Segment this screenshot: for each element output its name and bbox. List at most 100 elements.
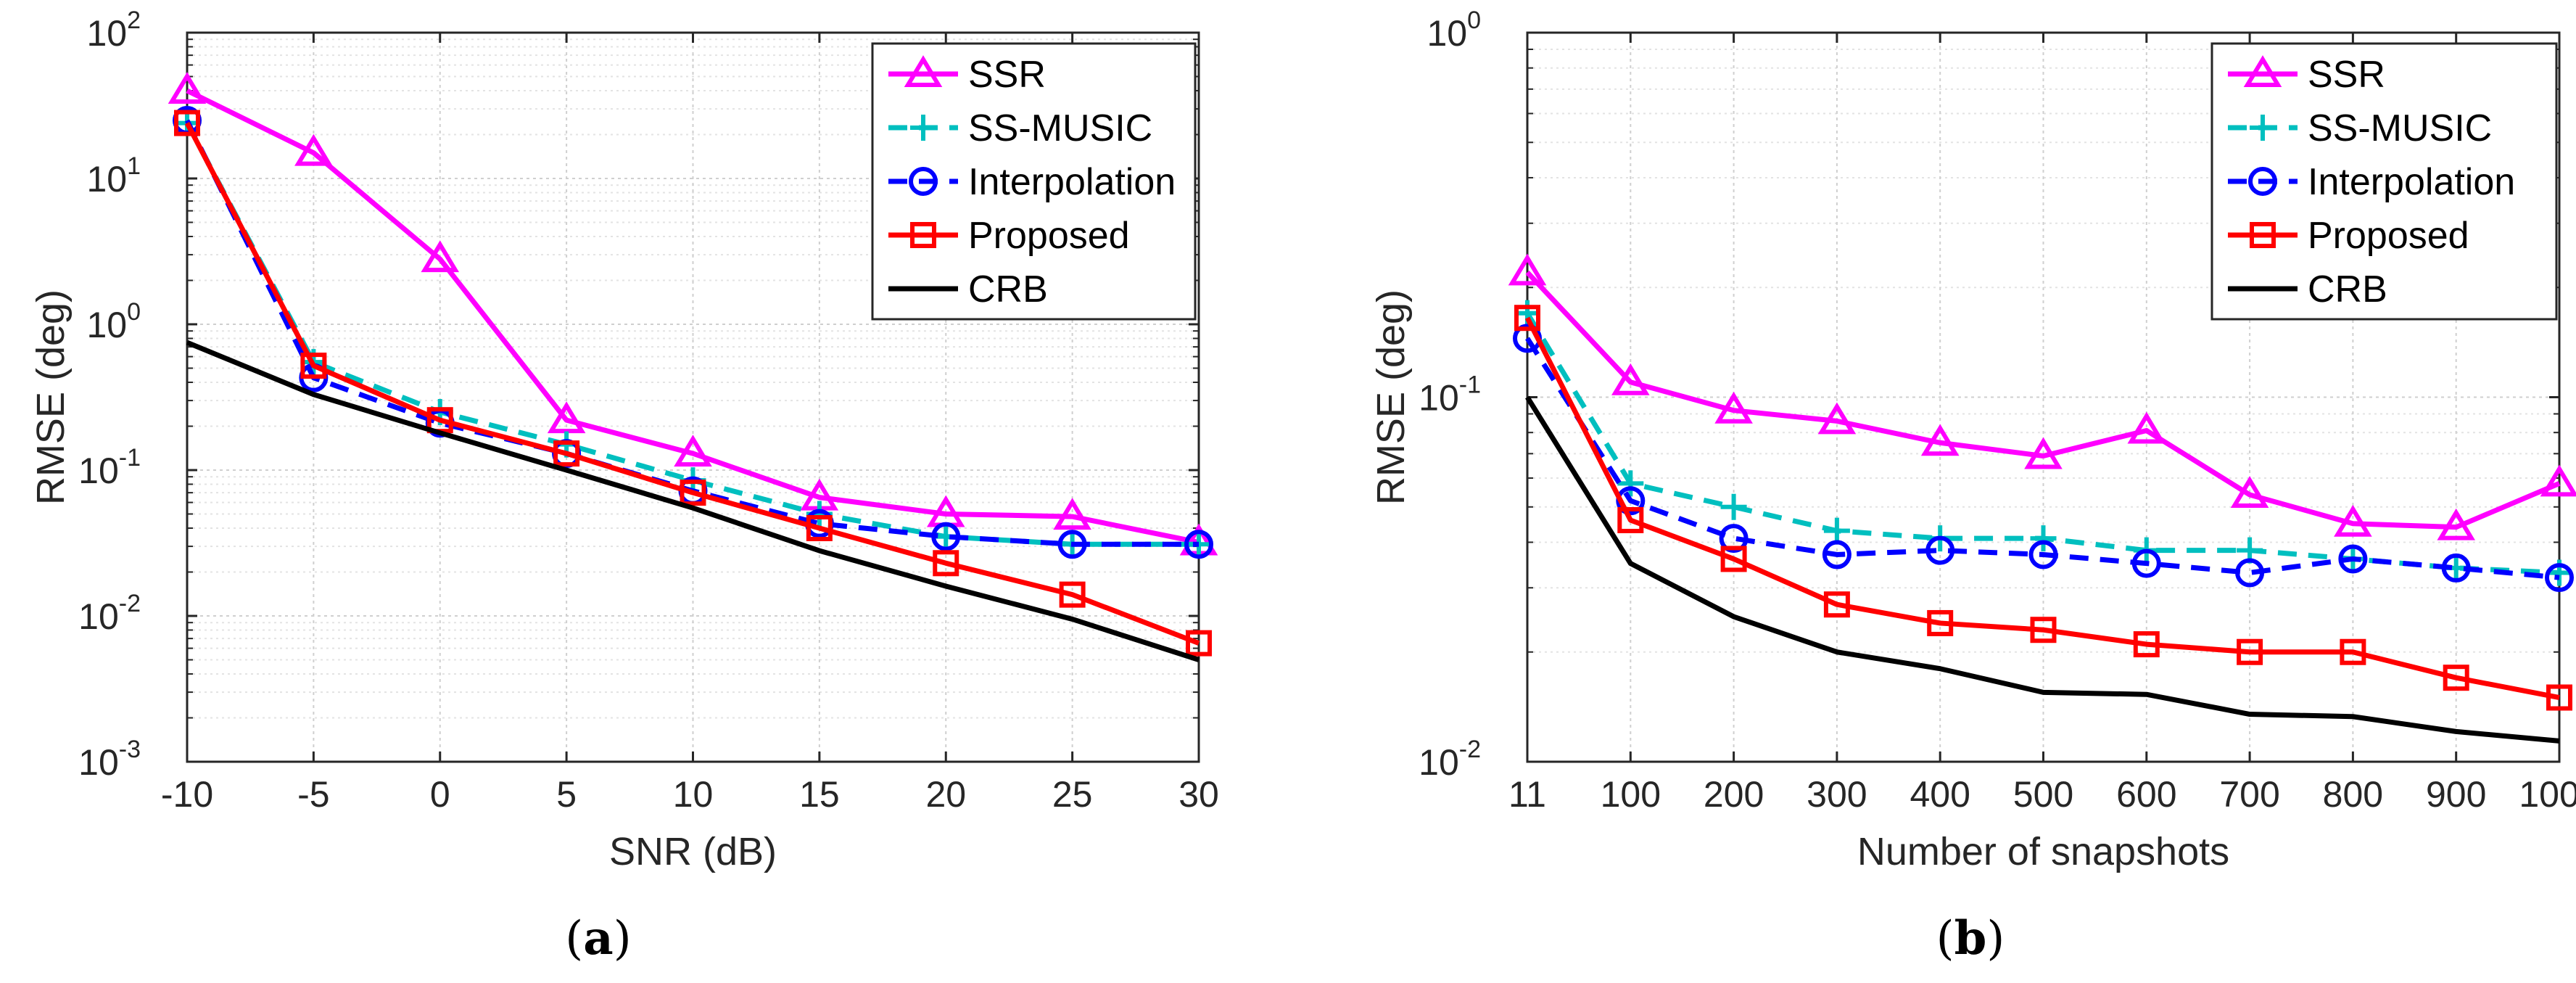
data-point <box>2030 525 2057 552</box>
x-tick-label: 800 <box>2323 774 2383 815</box>
panel-caption: (b) <box>1936 911 2005 966</box>
data-point <box>1508 253 1547 286</box>
legend-marker <box>2243 55 2282 87</box>
x-tick-label: 600 <box>2116 774 2176 815</box>
y-tick-exponent: 0 <box>1467 7 1481 34</box>
series-line <box>1524 316 2560 700</box>
legend-marker <box>904 55 943 87</box>
x-tick-label: 200 <box>1704 774 1764 815</box>
series-line <box>186 340 1200 662</box>
data-point <box>1720 546 1747 572</box>
data-point <box>1822 540 1852 569</box>
y-tick-label: 10-1 <box>1419 371 1481 419</box>
y-tick-base: 10 <box>78 742 119 783</box>
x-tick-label: 500 <box>2013 774 2073 815</box>
data-point <box>2028 540 2058 569</box>
x-tick-label: 25 <box>1052 774 1093 815</box>
data-point <box>1817 402 1857 435</box>
series-line <box>1525 271 2561 530</box>
series-line <box>1525 395 2560 744</box>
y-tick-label: 10-1 <box>78 444 141 491</box>
data-point <box>2545 563 2574 593</box>
legend-entry: Proposed <box>2308 215 2469 257</box>
series-ssr <box>1508 253 2576 540</box>
legend-marker <box>909 167 938 196</box>
data-point <box>1720 493 1747 520</box>
data-point <box>2340 638 2366 665</box>
panel-caption: (a) <box>565 911 631 966</box>
legend-marker <box>2248 167 2277 196</box>
data-point <box>2338 544 2368 574</box>
caption-paren: ( <box>565 912 583 966</box>
y-tick-label: 10-2 <box>78 590 141 637</box>
y-tick-base: 10 <box>86 13 127 54</box>
data-point <box>2131 548 2161 578</box>
caption-letter: b <box>1954 911 1987 966</box>
y-axis-label: RMSE (deg) <box>1369 289 1413 505</box>
data-point <box>421 240 460 273</box>
x-tick-label: 300 <box>1807 774 1867 815</box>
series-ssr <box>168 72 1218 556</box>
y-tick-exponent: -1 <box>1459 371 1481 399</box>
legend-entry: Interpolation <box>968 161 1176 203</box>
data-point <box>1611 363 1650 395</box>
y-tick-label: 101 <box>86 152 141 200</box>
series-group <box>1508 253 2576 744</box>
data-point <box>2441 553 2471 583</box>
legend-entry: Proposed <box>968 215 1130 257</box>
x-tick-label: 1000 <box>2519 774 2576 815</box>
y-tick-exponent: 1 <box>127 152 141 180</box>
data-point <box>1920 424 1960 456</box>
x-tick-label: 400 <box>1910 774 1970 815</box>
data-point <box>1617 506 1644 533</box>
y-tick-exponent: -2 <box>119 590 141 617</box>
series-line <box>1525 337 2560 580</box>
x-tick-label: 0 <box>430 774 450 815</box>
x-tick-label: 30 <box>1178 774 1219 815</box>
chart-panel-a: -10 -5 0 5 10 15 20 25 3010-310-210-1100101102SN… <box>29 7 1219 966</box>
x-tick-label: 900 <box>2426 774 2486 815</box>
series-line <box>184 121 1200 646</box>
series-line <box>184 121 1199 547</box>
data-point <box>2546 684 2572 711</box>
y-tick-base: 10 <box>86 305 127 345</box>
data-point <box>931 522 961 551</box>
data-point <box>1714 391 1753 424</box>
data-point <box>1719 524 1749 554</box>
y-tick-exponent: 2 <box>127 7 141 34</box>
data-point <box>1053 498 1091 530</box>
y-tick-base: 10 <box>1419 742 1459 783</box>
y-tick-label: 102 <box>86 7 141 54</box>
chart-panel-b: 11100200300400500600700800900100010-210-… <box>1369 7 2576 966</box>
data-point <box>300 353 327 379</box>
data-point <box>2235 558 2265 588</box>
x-tick-label: 15 <box>799 774 840 815</box>
x-tick-label: -5 <box>297 774 329 815</box>
tick-marks <box>1526 31 2561 763</box>
x-tick-label: 10 <box>673 774 714 815</box>
legend-marker <box>910 222 936 248</box>
data-point <box>2127 411 2166 444</box>
data-point <box>2237 638 2263 665</box>
y-tick-base: 10 <box>78 451 119 491</box>
caption-paren: ) <box>1986 912 2005 966</box>
data-point <box>1059 581 1086 608</box>
y-tick-label: 10-3 <box>78 736 141 783</box>
x-tick-label: 20 <box>925 774 966 815</box>
y-tick-base: 10 <box>78 596 119 637</box>
y-tick-exponent: -1 <box>119 444 141 472</box>
data-point <box>294 133 333 166</box>
y-tick-exponent: -2 <box>1459 736 1481 763</box>
x-tick-label: 100 <box>1601 774 1661 815</box>
y-tick-base: 10 <box>1419 378 1459 419</box>
y-tick-exponent: -3 <box>119 736 141 763</box>
legend-marker <box>2250 115 2276 141</box>
data-point <box>2540 464 2576 497</box>
y-tick-base: 10 <box>1427 13 1467 54</box>
series-crb <box>1525 395 2560 744</box>
x-tick-label: 11 <box>1508 774 1546 815</box>
y-tick-base: 10 <box>86 159 127 200</box>
caption-letter: a <box>583 911 613 966</box>
series-crb <box>186 340 1200 662</box>
